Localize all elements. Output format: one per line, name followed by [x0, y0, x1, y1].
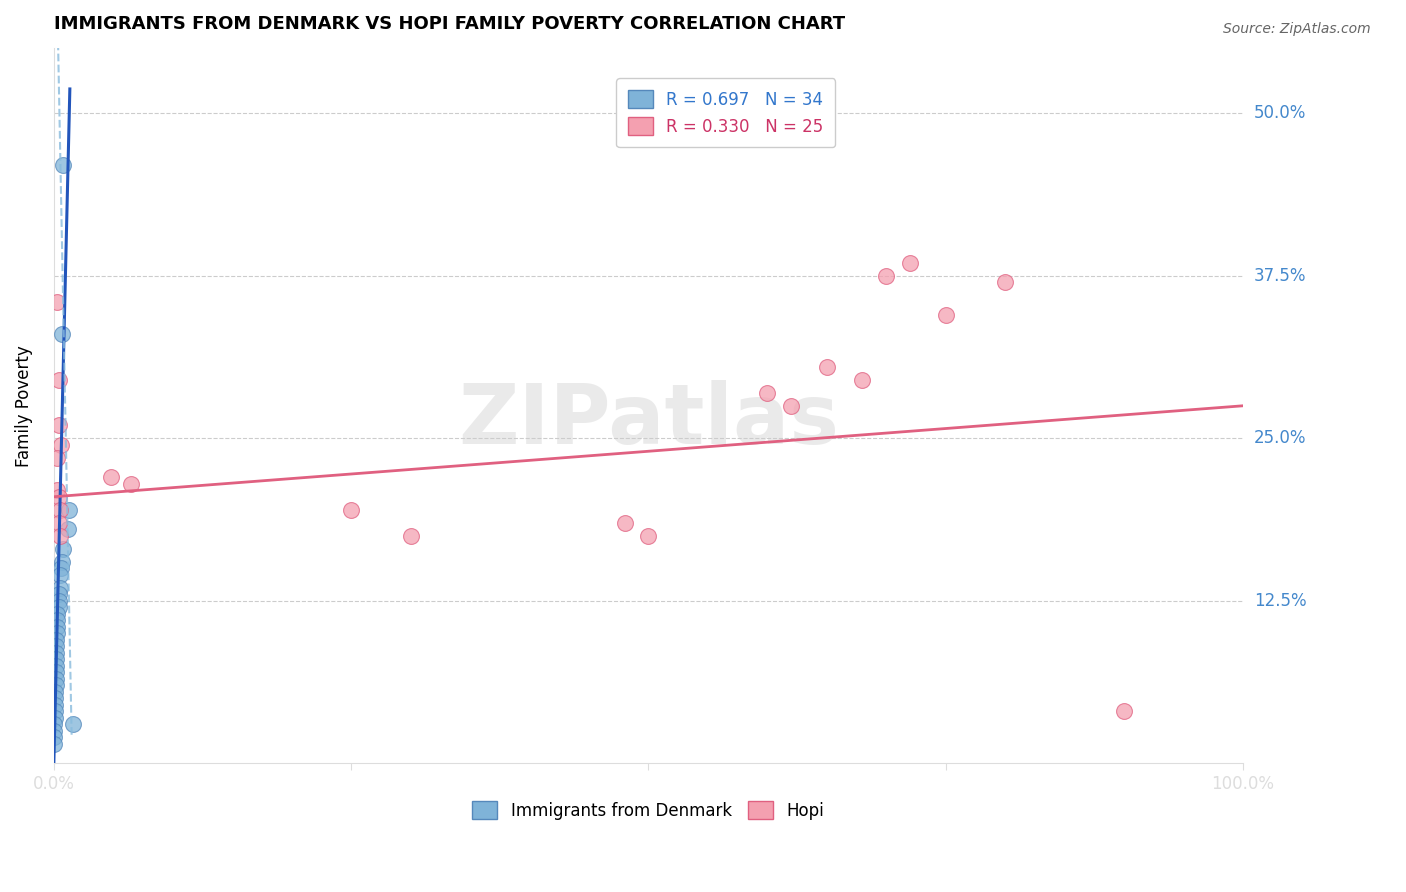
Point	[52, 158, 75, 172]
Point	[46, 620, 69, 634]
Point	[48, 516, 70, 530]
Point	[44, 717, 66, 731]
Point	[935, 308, 957, 322]
Point	[46, 613, 69, 627]
Point	[51, 555, 73, 569]
Point	[45, 639, 67, 653]
Point	[48, 593, 70, 607]
Point	[45, 665, 67, 680]
Point	[45, 672, 67, 686]
Point	[58, 502, 80, 516]
Point	[56, 522, 79, 536]
Point	[613, 516, 636, 530]
Point	[44, 684, 66, 698]
Point	[49, 561, 72, 575]
Point	[756, 385, 779, 400]
Point	[637, 529, 659, 543]
Point	[46, 294, 69, 309]
Point	[45, 658, 67, 673]
Point	[45, 632, 67, 647]
Text: 50.0%: 50.0%	[1254, 104, 1306, 122]
Point	[46, 607, 69, 621]
Point	[48, 490, 70, 504]
Point	[120, 476, 142, 491]
Point	[45, 678, 67, 692]
Point	[851, 373, 873, 387]
Point	[49, 438, 72, 452]
Point	[780, 399, 803, 413]
Text: 12.5%: 12.5%	[1254, 591, 1306, 610]
Text: Source: ZipAtlas.com: Source: ZipAtlas.com	[1223, 22, 1371, 37]
Point	[48, 373, 70, 387]
Point	[52, 541, 75, 556]
Point	[44, 698, 66, 712]
Point	[46, 450, 69, 465]
Point	[340, 502, 363, 516]
Point	[49, 502, 72, 516]
Point	[875, 268, 897, 283]
Point	[44, 730, 66, 744]
Point	[399, 529, 422, 543]
Point	[48, 418, 70, 433]
Point	[51, 327, 73, 342]
Point	[45, 652, 67, 666]
Point	[48, 600, 70, 615]
Point	[994, 276, 1017, 290]
Point	[62, 717, 84, 731]
Text: IMMIGRANTS FROM DENMARK VS HOPI FAMILY POVERTY CORRELATION CHART: IMMIGRANTS FROM DENMARK VS HOPI FAMILY P…	[53, 15, 845, 33]
Point	[48, 587, 70, 601]
Text: 37.5%: 37.5%	[1254, 267, 1306, 285]
Point	[100, 470, 122, 484]
Point	[44, 723, 66, 738]
Legend: Immigrants from Denmark, Hopi: Immigrants from Denmark, Hopi	[465, 794, 831, 826]
Point	[44, 737, 66, 751]
Point	[46, 626, 69, 640]
Point	[44, 691, 66, 706]
Point	[45, 646, 67, 660]
Point	[49, 567, 72, 582]
Point	[49, 529, 72, 543]
Y-axis label: Family Poverty: Family Poverty	[15, 345, 32, 467]
Point	[49, 581, 72, 595]
Text: 25.0%: 25.0%	[1254, 429, 1306, 447]
Point	[898, 256, 921, 270]
Text: ZIPatlas: ZIPatlas	[458, 380, 839, 460]
Point	[44, 711, 66, 725]
Point	[46, 483, 69, 498]
Point	[44, 704, 66, 718]
Point	[1112, 704, 1135, 718]
Point	[815, 359, 838, 374]
